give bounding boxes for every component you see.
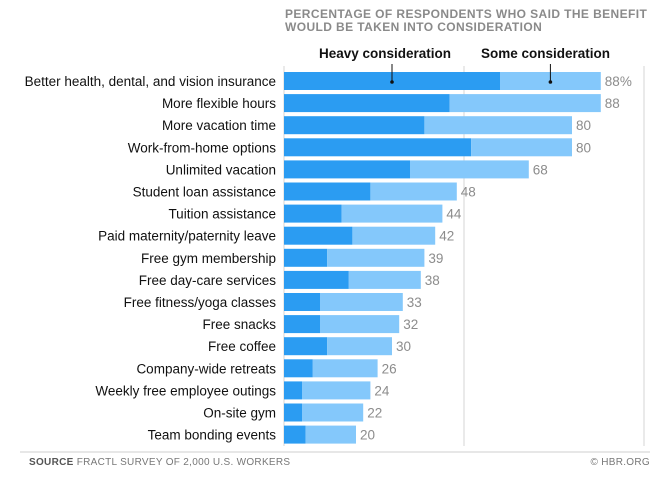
bar-heavy-consideration [284,337,328,356]
data-label: 80 [576,118,591,133]
category-label: Work-from-home options [128,140,277,155]
data-label: 80 [576,140,591,155]
data-label: 68 [533,162,548,177]
legend-some-dot [548,80,553,84]
category-label: Unlimited vacation [166,162,276,177]
category-label: Company-wide retreats [136,361,276,376]
category-label: More flexible hours [162,96,276,111]
bar-heavy-consideration [284,160,410,179]
bar-heavy-consideration [284,94,450,113]
data-label: 20 [360,428,375,443]
legend-heavy-dot [390,80,394,84]
legend-heavy-label: Heavy consideration [319,46,452,61]
data-label: 22 [367,406,382,421]
category-label: Tuition assistance [168,207,276,222]
data-label: 33 [407,295,422,310]
category-label: On-site gym [203,406,276,421]
bar-some-consideration [305,425,356,444]
bar-heavy-consideration [284,116,425,135]
bar-some-consideration [410,160,529,179]
data-label: 39 [428,251,443,266]
data-label: 42 [439,229,454,244]
footer-source: SOURCE FRACTL SURVEY OF 2,000 U.S. WORKE… [29,457,290,468]
bar-some-consideration [424,116,572,135]
bar-some-consideration [302,403,364,422]
data-label: 44 [446,207,462,222]
bar-some-consideration [348,270,421,289]
category-label: Team bonding events [148,428,277,443]
bar-heavy-consideration [284,425,306,444]
data-label: 88 [605,96,620,111]
bar-some-consideration [312,359,378,378]
bar-heavy-consideration [284,270,349,289]
category-label: Paid maternity/paternity leave [98,229,276,244]
category-label: Free gym membership [141,251,276,266]
data-label: 88% [605,74,632,89]
bar-some-consideration [341,204,443,223]
bar-some-consideration [320,315,400,334]
bar-heavy-consideration [284,138,472,157]
category-label: Weekly free employee outings [95,383,276,398]
footer-credit: © HBR.ORG [590,457,650,468]
bar-heavy-consideration [284,226,353,245]
bar-heavy-consideration [284,182,371,201]
category-label: Free snacks [202,317,276,332]
category-label: Student loan assistance [133,185,276,200]
bar-some-consideration [352,226,436,245]
data-label: 30 [396,339,411,354]
bar-some-consideration [471,138,572,157]
footer-source-text: FRACTL SURVEY OF 2,000 U.S. WORKERS [76,457,291,468]
bar-some-consideration [370,182,457,201]
bar-some-consideration [327,337,392,356]
legend-some-label: Some consideration [481,46,611,61]
bar-some-consideration [327,248,425,267]
bar-some-consideration [302,381,371,400]
bar-heavy-consideration [284,315,320,334]
data-label: 48 [461,185,476,200]
bar-heavy-consideration [284,381,302,400]
category-label: Free coffee [208,339,276,354]
bar-heavy-consideration [284,204,342,223]
category-label: Free day-care services [139,273,277,288]
category-label: Free fitness/yoga classes [124,295,277,310]
data-label: 26 [382,361,397,376]
category-label: More vacation time [162,118,276,133]
bar-heavy-consideration [284,403,302,422]
footer-source-label: SOURCE [29,457,74,468]
chart-subtitle: PERCENTAGE OF RESPONDENTS WHO SAID THE B… [285,7,648,34]
data-label: 24 [374,383,390,398]
category-label: Better health, dental, and vision insura… [25,74,276,89]
bar-some-consideration [320,293,403,311]
bar-heavy-consideration [284,293,320,311]
bar-heavy-consideration [284,248,328,267]
data-label: 38 [425,273,440,288]
bar-some-consideration [449,94,601,113]
data-label: 32 [403,317,418,332]
bar-heavy-consideration [284,359,313,378]
